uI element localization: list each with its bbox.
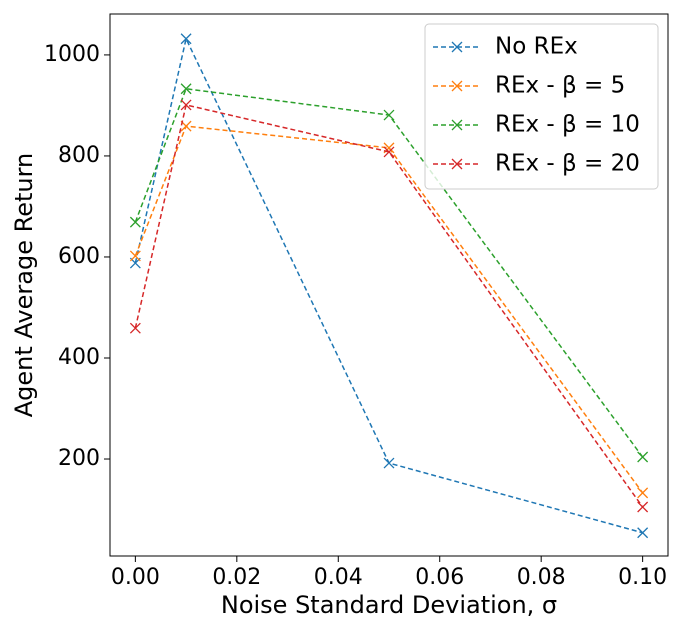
y-tick-label: 600 — [58, 244, 100, 269]
marker — [129, 322, 141, 334]
x-tick-label: 0.04 — [314, 565, 363, 590]
y-tick-label: 800 — [58, 143, 100, 168]
x-tick-label: 0.06 — [415, 565, 464, 590]
marker — [383, 457, 395, 469]
marker — [451, 80, 463, 92]
line — [134, 36, 643, 534]
marker — [129, 216, 141, 228]
legend-label: REx - β = 10 — [495, 112, 640, 138]
legend-label: REx - β = 20 — [495, 151, 640, 177]
marker — [451, 119, 463, 131]
marker — [180, 33, 192, 45]
marker — [637, 501, 649, 513]
x-tick-label: 0.08 — [517, 565, 566, 590]
marker — [637, 487, 649, 499]
line — [134, 125, 644, 494]
marker — [637, 451, 649, 463]
x-tick-label: 0.02 — [212, 565, 261, 590]
legend-box — [424, 23, 659, 190]
marker — [180, 83, 192, 95]
y-tick-label: 1000 — [44, 42, 100, 67]
series — [129, 83, 649, 463]
line — [134, 104, 644, 508]
y-tick-label: 400 — [58, 345, 100, 370]
marker — [383, 109, 395, 121]
x-axis-label: Noise Standard Deviation, σ — [221, 591, 557, 619]
line — [134, 87, 644, 458]
plot-frame — [109, 13, 669, 557]
y-tick-label: 200 — [58, 446, 100, 471]
x-tick-label: 0.10 — [618, 565, 667, 590]
marker — [129, 250, 141, 262]
legend-label: No REx — [495, 34, 578, 60]
marker — [180, 99, 192, 111]
marker — [637, 527, 649, 539]
marker — [451, 41, 463, 53]
marker — [451, 158, 463, 170]
marker — [383, 146, 395, 158]
legend: No REx REx - β = 5 REx - β = 10 REx - β = 2… — [424, 23, 659, 190]
series — [129, 99, 649, 513]
y-axis-label: Agent Average Return — [10, 153, 38, 418]
legend-label: REx - β = 5 — [495, 73, 625, 99]
x-tick-label: 0.00 — [111, 565, 160, 590]
